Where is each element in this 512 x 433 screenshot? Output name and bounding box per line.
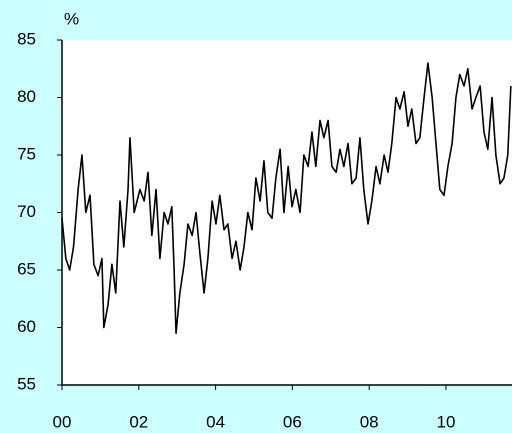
y-tick-label: 75	[17, 144, 36, 163]
x-tick-label: 08	[360, 412, 379, 431]
y-tick-label: 85	[17, 29, 36, 48]
x-tick-label: 06	[283, 412, 302, 431]
plot-area	[62, 40, 512, 385]
x-tick-label: 04	[206, 412, 225, 431]
y-tick-label: 60	[17, 317, 36, 336]
x-tick-label: 10	[436, 412, 455, 431]
x-tick-label: 00	[53, 412, 72, 431]
line-series	[61, 62, 512, 335]
x-tick-label: 02	[129, 412, 148, 431]
y-tick-label: 65	[17, 259, 36, 278]
y-tick-label: 80	[17, 87, 36, 106]
y-tick-label: 55	[17, 374, 36, 393]
y-axis-label: %	[64, 9, 79, 28]
y-tick-label: 70	[17, 202, 36, 221]
